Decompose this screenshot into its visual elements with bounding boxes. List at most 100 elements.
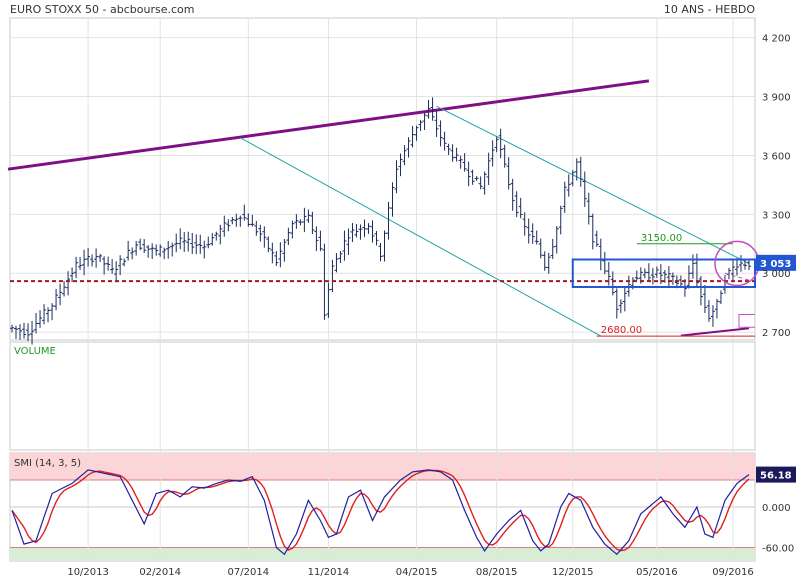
price-bar <box>18 324 23 340</box>
price-bar <box>282 239 287 262</box>
price-bar <box>14 325 19 339</box>
chart-period: 10 ANS - HEBDO <box>664 3 755 16</box>
price-bar <box>70 267 75 283</box>
price-bar <box>490 140 495 167</box>
price-bar <box>270 242 275 264</box>
chart-overlays: 3150.00 2680.00 3 053 <box>10 233 796 337</box>
price-bar <box>154 244 159 256</box>
price-bar <box>514 191 519 218</box>
last-price-badge <box>756 254 796 271</box>
price-tick-label: 3 900 <box>762 93 791 104</box>
price-bar <box>342 230 347 261</box>
smi-line <box>11 469 750 556</box>
trendlines <box>7 79 750 337</box>
price-bar <box>298 219 303 226</box>
price-bar <box>562 181 567 213</box>
smi-signal-line <box>11 469 750 552</box>
volume-label: VOLUME <box>14 346 56 357</box>
price-bar <box>126 240 131 261</box>
price-bars <box>10 97 751 345</box>
price-bar <box>290 220 295 239</box>
price-bar <box>158 244 163 257</box>
price-bar <box>586 192 591 225</box>
price-bar <box>414 125 419 141</box>
price-bar <box>542 251 547 271</box>
price-bar <box>242 204 247 221</box>
price-bar <box>654 266 659 278</box>
price-bar <box>274 251 279 266</box>
price-bar <box>258 224 263 242</box>
price-bar <box>310 211 315 235</box>
price-bar <box>378 242 383 262</box>
price-bar <box>510 178 515 211</box>
price-bar <box>218 224 223 245</box>
price-bar <box>594 230 599 247</box>
price-bar <box>234 213 239 227</box>
price-bar <box>398 153 403 177</box>
price-bar <box>346 228 351 256</box>
price-bar <box>222 215 227 237</box>
price-bar <box>46 307 51 323</box>
price-bar <box>162 247 167 260</box>
time-tick-label: 08/2015 <box>476 567 518 578</box>
price-axis: 4 200 3 900 3 600 3 300 3 000 2 700 <box>762 34 791 340</box>
price-bar <box>82 249 87 276</box>
price-bar <box>94 248 99 268</box>
price-bar <box>230 216 235 225</box>
price-bar <box>430 97 435 121</box>
price-bar <box>62 281 67 297</box>
price-bar <box>718 290 723 304</box>
price-bar <box>138 238 143 251</box>
time-tick-label: 02/2014 <box>139 567 181 578</box>
price-bar <box>730 260 735 281</box>
price-bar <box>150 243 155 259</box>
price-bar <box>186 231 191 252</box>
price-bar <box>582 171 587 207</box>
price-bar <box>534 230 539 245</box>
price-plot-background <box>9 17 756 341</box>
price-bar <box>478 176 483 190</box>
price-bar <box>118 255 123 276</box>
price-bar <box>322 243 327 320</box>
price-tick-label: 3 600 <box>762 151 791 162</box>
last-price-label: 3 053 <box>760 259 791 270</box>
price-bar <box>50 303 55 321</box>
price-bar <box>482 171 487 195</box>
price-bar <box>454 147 459 162</box>
time-axis: 10/2013 02/2014 07/2014 11/2014 04/2015 08/20… <box>67 567 753 578</box>
price-bar <box>102 256 107 275</box>
price-bar <box>458 155 463 169</box>
price-bar <box>554 225 559 254</box>
smi-oversold-band <box>10 547 755 561</box>
price-bar <box>130 247 135 260</box>
price-bar <box>358 224 363 240</box>
price-bar <box>286 227 291 246</box>
price-bar <box>518 197 523 219</box>
resistance-label: 3150.00 <box>641 233 682 244</box>
price-bar <box>134 240 139 256</box>
price-bar <box>74 256 79 279</box>
trendline <box>680 327 750 337</box>
price-bar <box>738 255 743 272</box>
price-bar <box>78 256 83 270</box>
price-bar <box>166 240 171 259</box>
price-bar <box>42 304 47 325</box>
price-bar <box>502 144 507 168</box>
price-bar <box>610 271 615 296</box>
price-bar <box>22 322 27 339</box>
price-bar <box>670 272 675 285</box>
price-bar <box>474 176 479 181</box>
trendline <box>7 79 650 171</box>
price-bar <box>318 230 323 252</box>
price-bar <box>34 313 39 334</box>
price-bar <box>54 288 59 311</box>
price-bar <box>622 287 627 312</box>
smi-label: SMI (14, 3, 5) <box>14 458 81 469</box>
smi-tick-label: -60.00 <box>762 544 794 555</box>
price-bar <box>442 131 447 151</box>
price-bar <box>110 259 115 274</box>
price-bar <box>386 201 391 240</box>
price-bar <box>438 120 443 147</box>
price-bar <box>522 212 527 236</box>
price-bar <box>418 119 423 132</box>
